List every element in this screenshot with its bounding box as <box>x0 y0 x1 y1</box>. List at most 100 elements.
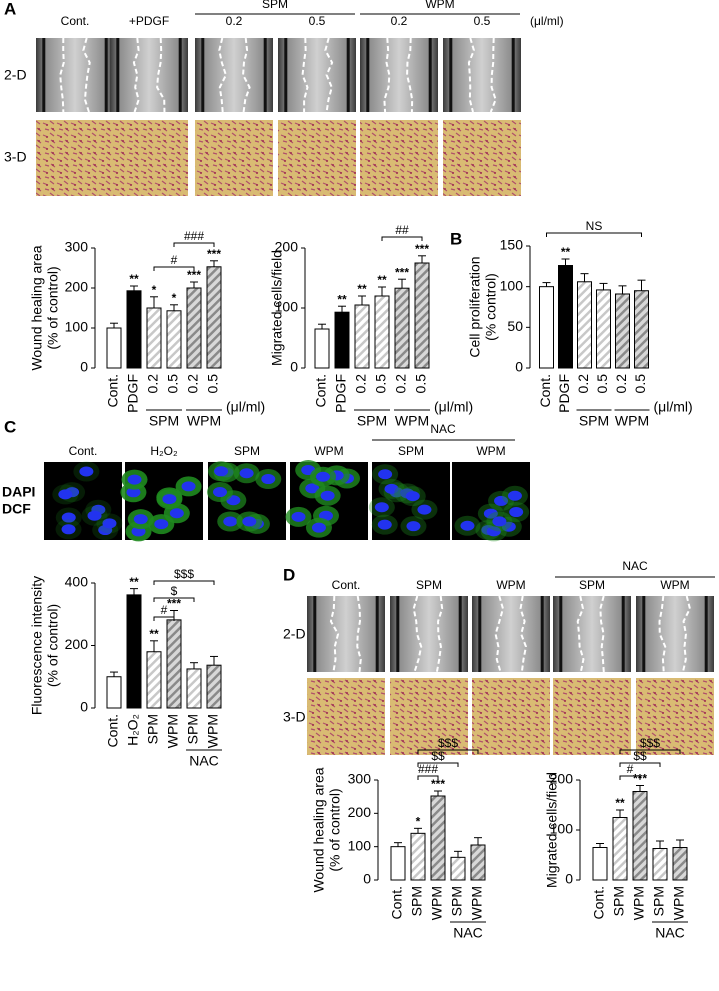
group-label: NAC <box>189 753 219 769</box>
x-tick-label: 0.2 <box>393 374 409 394</box>
significance-label: ** <box>129 272 139 286</box>
invasion-image <box>360 120 438 196</box>
y-axis-label: Wound healing area <box>311 767 327 892</box>
group-label: WPM <box>395 413 429 429</box>
invasion-image <box>278 120 356 196</box>
x-tick-label: WPM <box>429 886 445 920</box>
significance-label: * <box>152 283 157 297</box>
nucleus <box>239 468 254 479</box>
column-header: SPM <box>416 578 442 592</box>
group-label: NAC <box>453 925 483 941</box>
y-axis-label: Wound healing area <box>29 245 45 370</box>
x-tick-label: PDGF <box>333 374 349 413</box>
wound-edge <box>132 37 140 113</box>
x-tick-label: 0.2 <box>613 374 629 394</box>
bracket-label: $ <box>171 584 178 598</box>
y-tick-label: 200 <box>65 636 89 652</box>
nucleus <box>311 522 326 533</box>
stain-label: DAPI <box>2 484 35 500</box>
scratch-image <box>636 596 714 672</box>
x-tick-label: 0.5 <box>165 374 181 394</box>
significance-label: ** <box>357 282 367 296</box>
significance-label: * <box>172 291 177 305</box>
scratch-image <box>307 596 385 672</box>
bracket <box>381 236 423 241</box>
significance-label: *** <box>431 777 445 791</box>
wound-edge <box>156 37 166 113</box>
wound-edge <box>489 37 497 113</box>
y-tick-label: 200 <box>550 771 574 787</box>
y-tick-label: 100 <box>65 319 89 335</box>
x-tick-label: WPM <box>631 886 647 920</box>
nucleus <box>316 471 331 482</box>
bar <box>106 327 122 369</box>
significance-label: *** <box>167 597 181 611</box>
x-tick-label: Cont. <box>105 714 121 747</box>
wound-edge <box>519 595 527 673</box>
bracket <box>417 775 439 780</box>
x-tick-label: 0.5 <box>594 374 610 394</box>
nucleus <box>126 487 141 498</box>
nucleus <box>374 502 389 513</box>
bar <box>634 290 649 369</box>
nucleus <box>291 511 306 522</box>
significance-label: ** <box>377 273 387 287</box>
bar <box>470 844 486 881</box>
invasion-image <box>110 120 188 196</box>
x-tick-label: 0.2 <box>575 374 591 394</box>
bar <box>615 293 630 369</box>
x-tick-label: Cont. <box>389 886 405 919</box>
y-tick-label: 200 <box>65 279 89 295</box>
bar <box>558 265 573 369</box>
x-tick-label: PDGF <box>556 374 572 413</box>
invasion-image <box>553 678 631 755</box>
significance-label: ** <box>615 796 625 810</box>
scratch-image <box>390 596 468 672</box>
wound-edge <box>324 37 334 113</box>
nucleus <box>492 516 507 527</box>
x-tick-label: Cont. <box>591 886 607 919</box>
nucleus <box>486 526 501 537</box>
bar <box>652 848 668 881</box>
column-header: Cont. <box>69 444 98 458</box>
significance-label: ** <box>129 575 139 589</box>
group-label: SPM <box>149 413 179 429</box>
column-header: WPM <box>496 578 525 592</box>
scratch-image <box>36 38 114 112</box>
row-label: 3-D <box>283 709 306 725</box>
invasion-image <box>472 678 550 755</box>
nucleus <box>501 521 516 532</box>
column-header: WPM <box>314 444 343 458</box>
nucleus <box>181 481 196 492</box>
bar <box>186 287 202 369</box>
x-tick-label: 0.5 <box>373 374 389 394</box>
nucleus <box>460 520 475 531</box>
y-tick-label: 0 <box>565 871 573 887</box>
panel-label: D <box>283 565 295 584</box>
y-tick-label: 0 <box>80 699 88 715</box>
y-axis-label: Migrated cells/field <box>269 250 285 366</box>
bracket <box>173 242 215 247</box>
panel-label: A <box>4 0 16 18</box>
invasion-image <box>636 678 714 755</box>
bar <box>410 832 426 881</box>
bar <box>126 594 142 709</box>
bar <box>672 847 688 881</box>
y-tick-label: 100 <box>550 821 574 837</box>
nucleus <box>507 490 522 501</box>
nucleus <box>127 474 142 485</box>
nucleus <box>384 483 399 494</box>
nucleus <box>378 469 393 480</box>
column-header: 0.5 <box>309 14 326 28</box>
bar <box>390 846 406 881</box>
y-tick-label: 200 <box>275 239 299 255</box>
wound-edge <box>412 595 423 673</box>
bracket <box>153 266 195 271</box>
bracket <box>619 762 661 767</box>
y-tick-label: 0 <box>515 359 523 375</box>
x-tick-label: WPM <box>205 714 221 748</box>
wound-edge <box>59 37 65 113</box>
wound-edge <box>681 595 691 673</box>
y-tick-label: 100 <box>500 277 524 293</box>
